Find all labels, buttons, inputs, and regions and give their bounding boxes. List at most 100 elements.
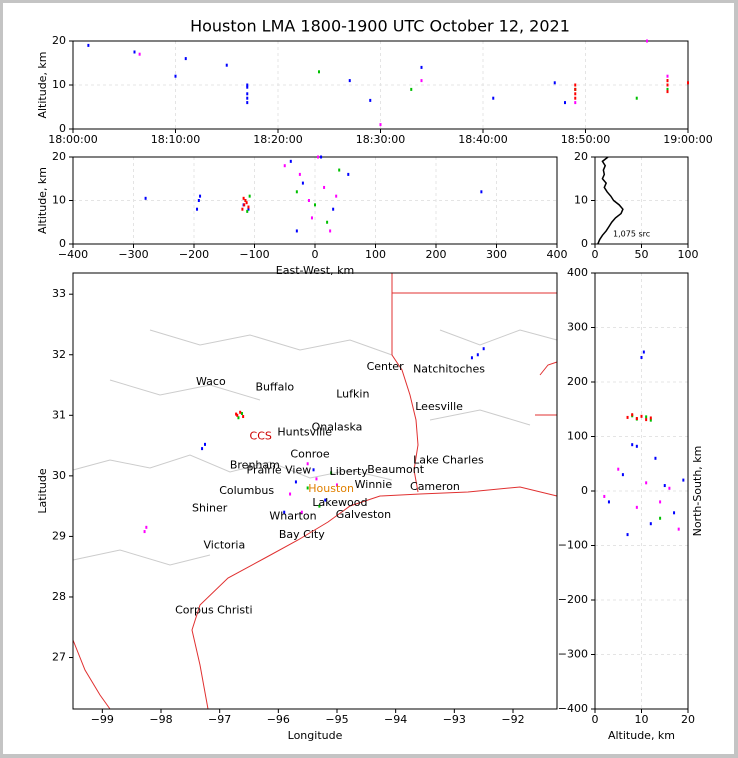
source-point: [666, 87, 669, 91]
y-axis-label: Altitude, km: [36, 167, 49, 234]
x-tick-label: 18:10:00: [151, 133, 200, 146]
x-axis-label: Altitude, km: [608, 729, 675, 742]
source-point: [289, 492, 292, 496]
y-tick-label: 32: [52, 348, 66, 361]
source-point: [673, 511, 676, 515]
source-point: [666, 79, 669, 83]
source-point: [145, 525, 148, 529]
city-label: Lufkin: [336, 388, 369, 401]
x-tick-label: −99: [91, 713, 114, 726]
x-tick-label: 200: [426, 248, 447, 261]
source-point: [626, 415, 629, 419]
y-tick-label: 0: [59, 122, 66, 135]
source-point: [645, 481, 648, 485]
x-axis-label: East-West, km: [276, 264, 354, 277]
y-tick-label: 10: [52, 78, 66, 91]
y-tick-label: 28: [52, 590, 66, 603]
source-point: [300, 510, 303, 514]
source-point: [306, 462, 309, 466]
source-point: [330, 471, 333, 475]
y-tick-label: 20: [52, 34, 66, 47]
y-axis-label: Altitude, km: [36, 51, 49, 118]
y-tick-label: −100: [558, 539, 588, 552]
source-point: [295, 190, 298, 194]
source-point: [666, 83, 669, 87]
source-point: [666, 90, 669, 94]
source-point: [682, 478, 685, 482]
x-tick-label: 400: [547, 248, 568, 261]
source-point: [144, 196, 147, 200]
source-point: [239, 410, 242, 414]
source-point: [246, 85, 249, 89]
city-label: Prairie View: [247, 463, 312, 476]
source-point: [246, 96, 249, 100]
x-tick-label: 20: [681, 713, 695, 726]
y-tick-label: 20: [52, 150, 66, 163]
source-point: [138, 52, 141, 56]
y-tick-label: 100: [567, 430, 588, 443]
source-point: [247, 207, 250, 211]
county-lines: [72, 329, 558, 566]
source-point: [298, 172, 301, 176]
x-tick-label: 18:30:00: [356, 133, 405, 146]
source-point: [420, 79, 423, 83]
city-label: CCS: [250, 430, 272, 443]
plot-frame: [594, 156, 689, 245]
source-point: [659, 516, 662, 520]
source-point: [635, 417, 638, 421]
source-point: [196, 207, 199, 211]
x-tick-label: −300: [118, 248, 148, 261]
source-point: [318, 504, 321, 508]
x-tick-label: 0: [312, 248, 319, 261]
source-point: [315, 477, 318, 481]
source-point: [369, 98, 372, 102]
city-label: Columbus: [219, 484, 274, 497]
x-tick-label: −98: [149, 713, 172, 726]
x-tick-label: −93: [443, 713, 466, 726]
source-point: [348, 79, 351, 83]
y-tick-label: 0: [581, 237, 588, 250]
city-label: Lake Charles: [413, 454, 484, 467]
city-label: Onalaska: [312, 420, 363, 433]
source-point: [476, 353, 479, 357]
source-point: [323, 185, 326, 189]
source-point: [631, 443, 634, 447]
source-point: [246, 209, 249, 213]
source-point: [283, 164, 286, 168]
source-point: [174, 74, 177, 78]
city-label: Lakewood: [312, 496, 367, 509]
x-tick-label: −96: [267, 713, 290, 726]
source-point: [492, 96, 495, 100]
source-point: [642, 350, 645, 354]
city-label: Conroe: [290, 448, 329, 461]
source-point: [289, 159, 292, 163]
source-point: [310, 216, 313, 220]
city-label: Cameron: [410, 480, 460, 493]
source-point: [133, 50, 136, 54]
source-point: [318, 70, 320, 74]
city-label: Shiner: [192, 502, 228, 515]
source-point: [184, 57, 187, 61]
y-tick-label: 0: [581, 484, 588, 497]
source-point: [245, 201, 248, 205]
source-point: [204, 442, 206, 446]
x-tick-label: −200: [179, 248, 209, 261]
y-tick-label: 300: [567, 321, 588, 334]
x-tick-label: 10: [635, 713, 649, 726]
source-point: [564, 101, 566, 105]
plot-frame: [72, 40, 689, 130]
x-axis-label: Longitude: [288, 729, 343, 742]
city-label: Bay City: [279, 528, 325, 541]
source-point: [87, 43, 90, 47]
source-point: [241, 207, 244, 211]
source-point: [317, 155, 320, 159]
source-point: [240, 411, 243, 415]
source-point: [329, 229, 332, 233]
source-point: [621, 473, 624, 477]
source-point: [626, 533, 629, 537]
x-tick-label: 300: [486, 248, 507, 261]
source-point: [242, 196, 245, 200]
city-label: Corpus Christi: [175, 603, 252, 616]
